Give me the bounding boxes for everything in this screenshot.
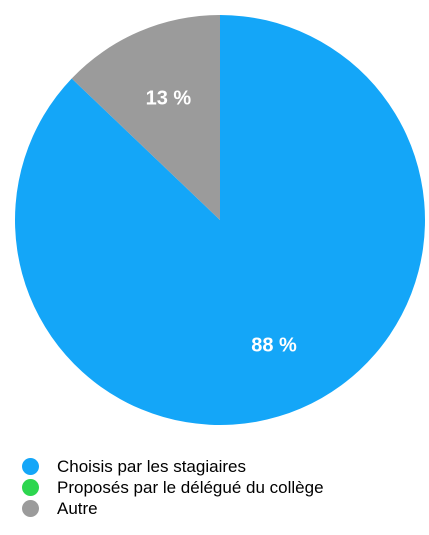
chart-legend: Choisis par les stagiaires Proposés par …	[22, 456, 324, 519]
legend-swatch-autre	[22, 500, 39, 517]
legend-swatch-choisis	[22, 458, 39, 475]
legend-item-proposes: Proposés par le délégué du collège	[22, 477, 324, 498]
pie-chart: 88 % 13 %	[14, 14, 426, 425]
pie-slice-autre	[71, 14, 221, 220]
slice-value-label-choisis: 88 %	[251, 335, 297, 357]
legend-swatch-proposes	[22, 479, 39, 496]
legend-label-proposes: Proposés par le délégué du collège	[57, 477, 324, 497]
legend-label-choisis: Choisis par les stagiaires	[57, 456, 246, 476]
legend-item-choisis: Choisis par les stagiaires	[22, 456, 324, 477]
slice-value-label-autre: 13 %	[146, 88, 192, 110]
legend-item-autre: Autre	[22, 498, 324, 519]
legend-label-autre: Autre	[57, 498, 98, 518]
